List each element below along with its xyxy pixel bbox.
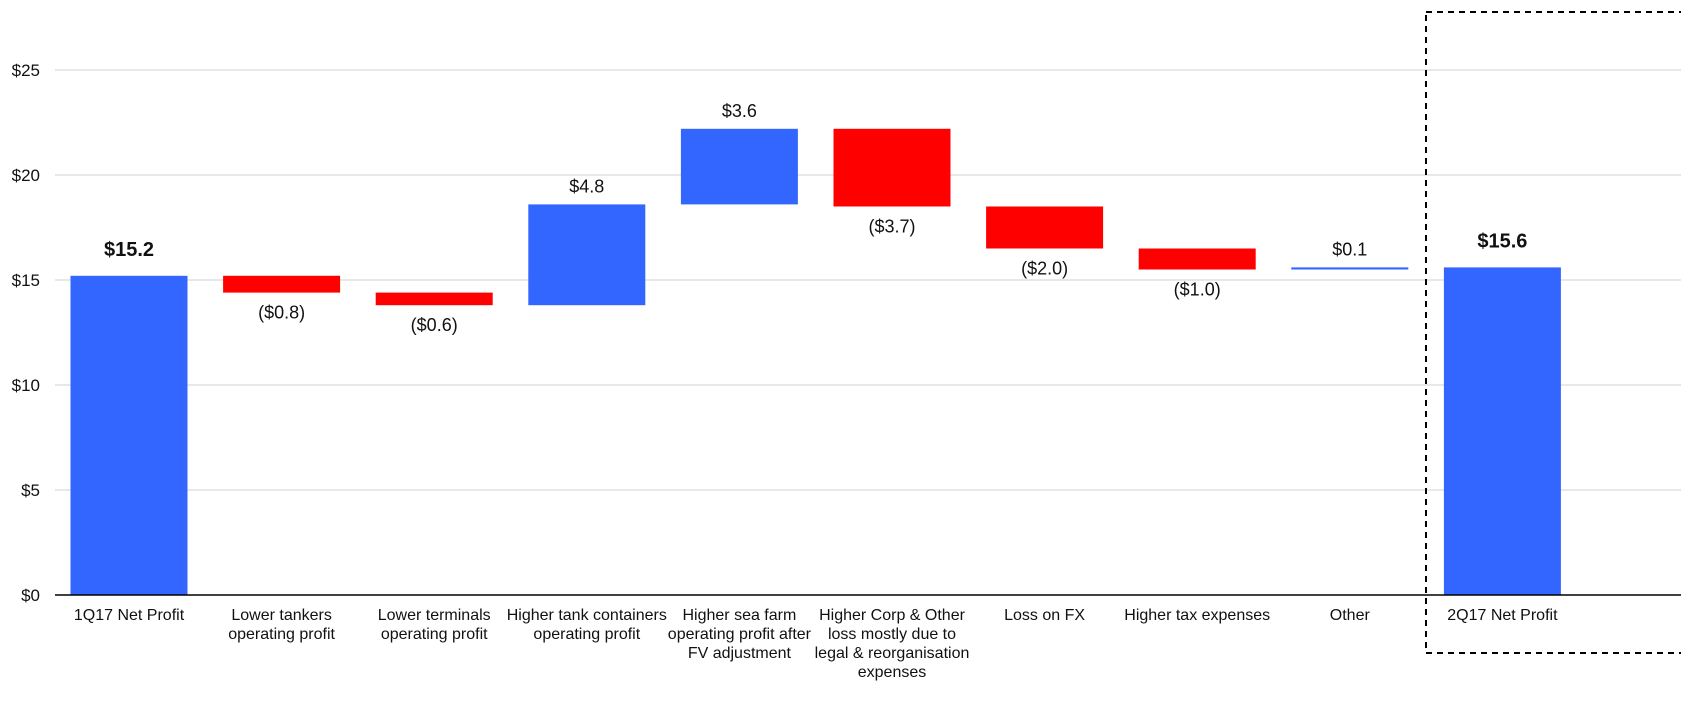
data-label: ($1.0)	[1174, 280, 1221, 300]
category-label: Other	[1330, 607, 1371, 624]
y-tick-label: $25	[12, 61, 40, 80]
bar-total	[70, 275, 188, 595]
category-label: Higher tax expenses	[1124, 607, 1270, 624]
bar-increase	[680, 128, 798, 205]
category-label: Higher tank containers operating profit	[507, 607, 667, 643]
data-labels: $15.2 ($0.8) ($0.6) $4.8 $3.6 ($3.7) ($2.0) ($1…	[104, 101, 1527, 335]
y-tick-label: $0	[21, 586, 40, 605]
data-label: $15.6	[1477, 230, 1527, 252]
category-label: Lower terminals operating profit	[378, 607, 491, 643]
category-label: Higher sea farm operating profit after FV …	[668, 607, 812, 662]
y-tick-label: $15	[12, 271, 40, 290]
data-label: $3.6	[722, 101, 757, 121]
bar-decrease	[833, 128, 951, 207]
category-labels: 1Q17 Net Profit Lower tankers operating pr…	[74, 607, 1558, 681]
data-label: $4.8	[569, 176, 604, 196]
bar-decrease	[1138, 248, 1256, 270]
data-label: ($0.6)	[411, 315, 458, 335]
bar-increase	[528, 204, 646, 306]
bar-decrease	[986, 206, 1104, 249]
y-axis-tick-labels: $0 $5 $10 $15 $20 $25	[12, 61, 40, 605]
y-tick-label: $5	[21, 481, 40, 500]
category-label: Lower tankers operating profit	[228, 607, 335, 643]
bar-decrease	[375, 292, 493, 306]
category-label: Higher Corp & Other loss mostly due to leg…	[815, 607, 970, 681]
bars	[70, 128, 1561, 595]
bar-increase	[1291, 267, 1409, 270]
bar-decrease	[223, 275, 341, 293]
category-label: 2Q17 Net Profit	[1447, 607, 1558, 624]
data-label: ($3.7)	[868, 217, 915, 237]
y-tick-label: $10	[12, 376, 40, 395]
bar-total	[1443, 267, 1561, 595]
data-label: ($2.0)	[1021, 259, 1068, 279]
data-label: $0.1	[1332, 239, 1367, 259]
data-label: $15.2	[104, 239, 154, 261]
y-tick-label: $20	[12, 166, 40, 185]
category-label: Loss on FX	[1004, 607, 1085, 624]
category-label: 1Q17 Net Profit	[74, 607, 185, 624]
data-label: ($0.8)	[258, 303, 305, 323]
